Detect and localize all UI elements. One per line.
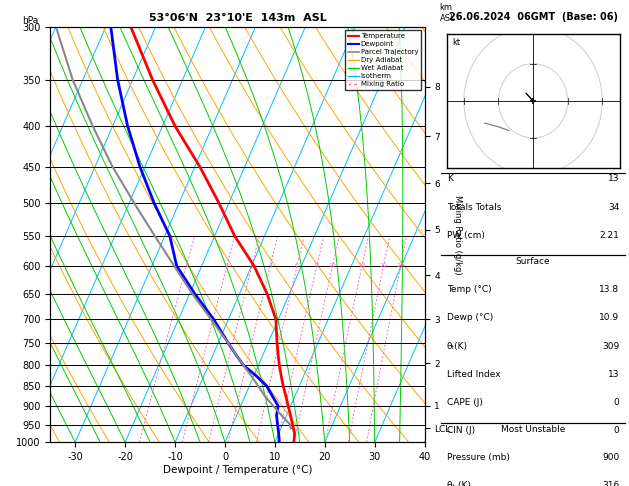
Text: Temp (°C): Temp (°C) [447,285,491,295]
Text: Most Unstable: Most Unstable [501,425,565,434]
Text: hPa: hPa [22,16,38,25]
Text: θₜ (K): θₜ (K) [447,481,470,486]
Text: 25: 25 [397,263,404,268]
Text: 34: 34 [608,203,620,212]
Text: 900: 900 [602,453,620,462]
Text: Totals Totals: Totals Totals [447,203,501,212]
Text: Dewp (°C): Dewp (°C) [447,313,493,323]
Y-axis label: Mixing Ratio (g/kg): Mixing Ratio (g/kg) [453,195,462,274]
Legend: Temperature, Dewpoint, Parcel Trajectory, Dry Adiabat, Wet Adiabat, Isotherm, Mi: Temperature, Dewpoint, Parcel Trajectory… [345,30,421,90]
Text: 53°06'N  23°10'E  143m  ASL: 53°06'N 23°10'E 143m ASL [148,13,326,22]
Text: CIN (J): CIN (J) [447,426,475,435]
Text: 3: 3 [250,263,254,268]
Text: 13: 13 [608,370,620,379]
Text: 309: 309 [602,342,620,351]
Text: 10: 10 [328,263,337,268]
Text: 1: 1 [184,263,188,268]
Text: PW (cm): PW (cm) [447,231,484,240]
Text: 20: 20 [379,263,387,268]
X-axis label: Dewpoint / Temperature (°C): Dewpoint / Temperature (°C) [163,465,312,475]
Text: K: K [447,174,453,184]
Text: 0: 0 [614,398,620,407]
Text: θₜ(K): θₜ(K) [447,342,468,351]
Text: Surface: Surface [516,257,550,266]
Text: 4: 4 [268,263,272,268]
Text: 2.21: 2.21 [599,231,620,240]
Text: 13.8: 13.8 [599,285,620,295]
Text: km
ASL: km ASL [440,3,455,22]
Text: 15: 15 [358,263,366,268]
Text: kt: kt [452,38,460,47]
Text: 0: 0 [614,426,620,435]
Text: 2: 2 [225,263,229,268]
Text: 6: 6 [295,263,299,268]
Text: 26.06.2024  06GMT  (Base: 06): 26.06.2024 06GMT (Base: 06) [448,12,618,22]
Text: Lifted Index: Lifted Index [447,370,501,379]
Text: Pressure (mb): Pressure (mb) [447,453,509,462]
Text: 13: 13 [608,174,620,184]
Text: 8: 8 [315,263,319,268]
Text: 316: 316 [602,481,620,486]
Text: CAPE (J): CAPE (J) [447,398,482,407]
Text: 10.9: 10.9 [599,313,620,323]
